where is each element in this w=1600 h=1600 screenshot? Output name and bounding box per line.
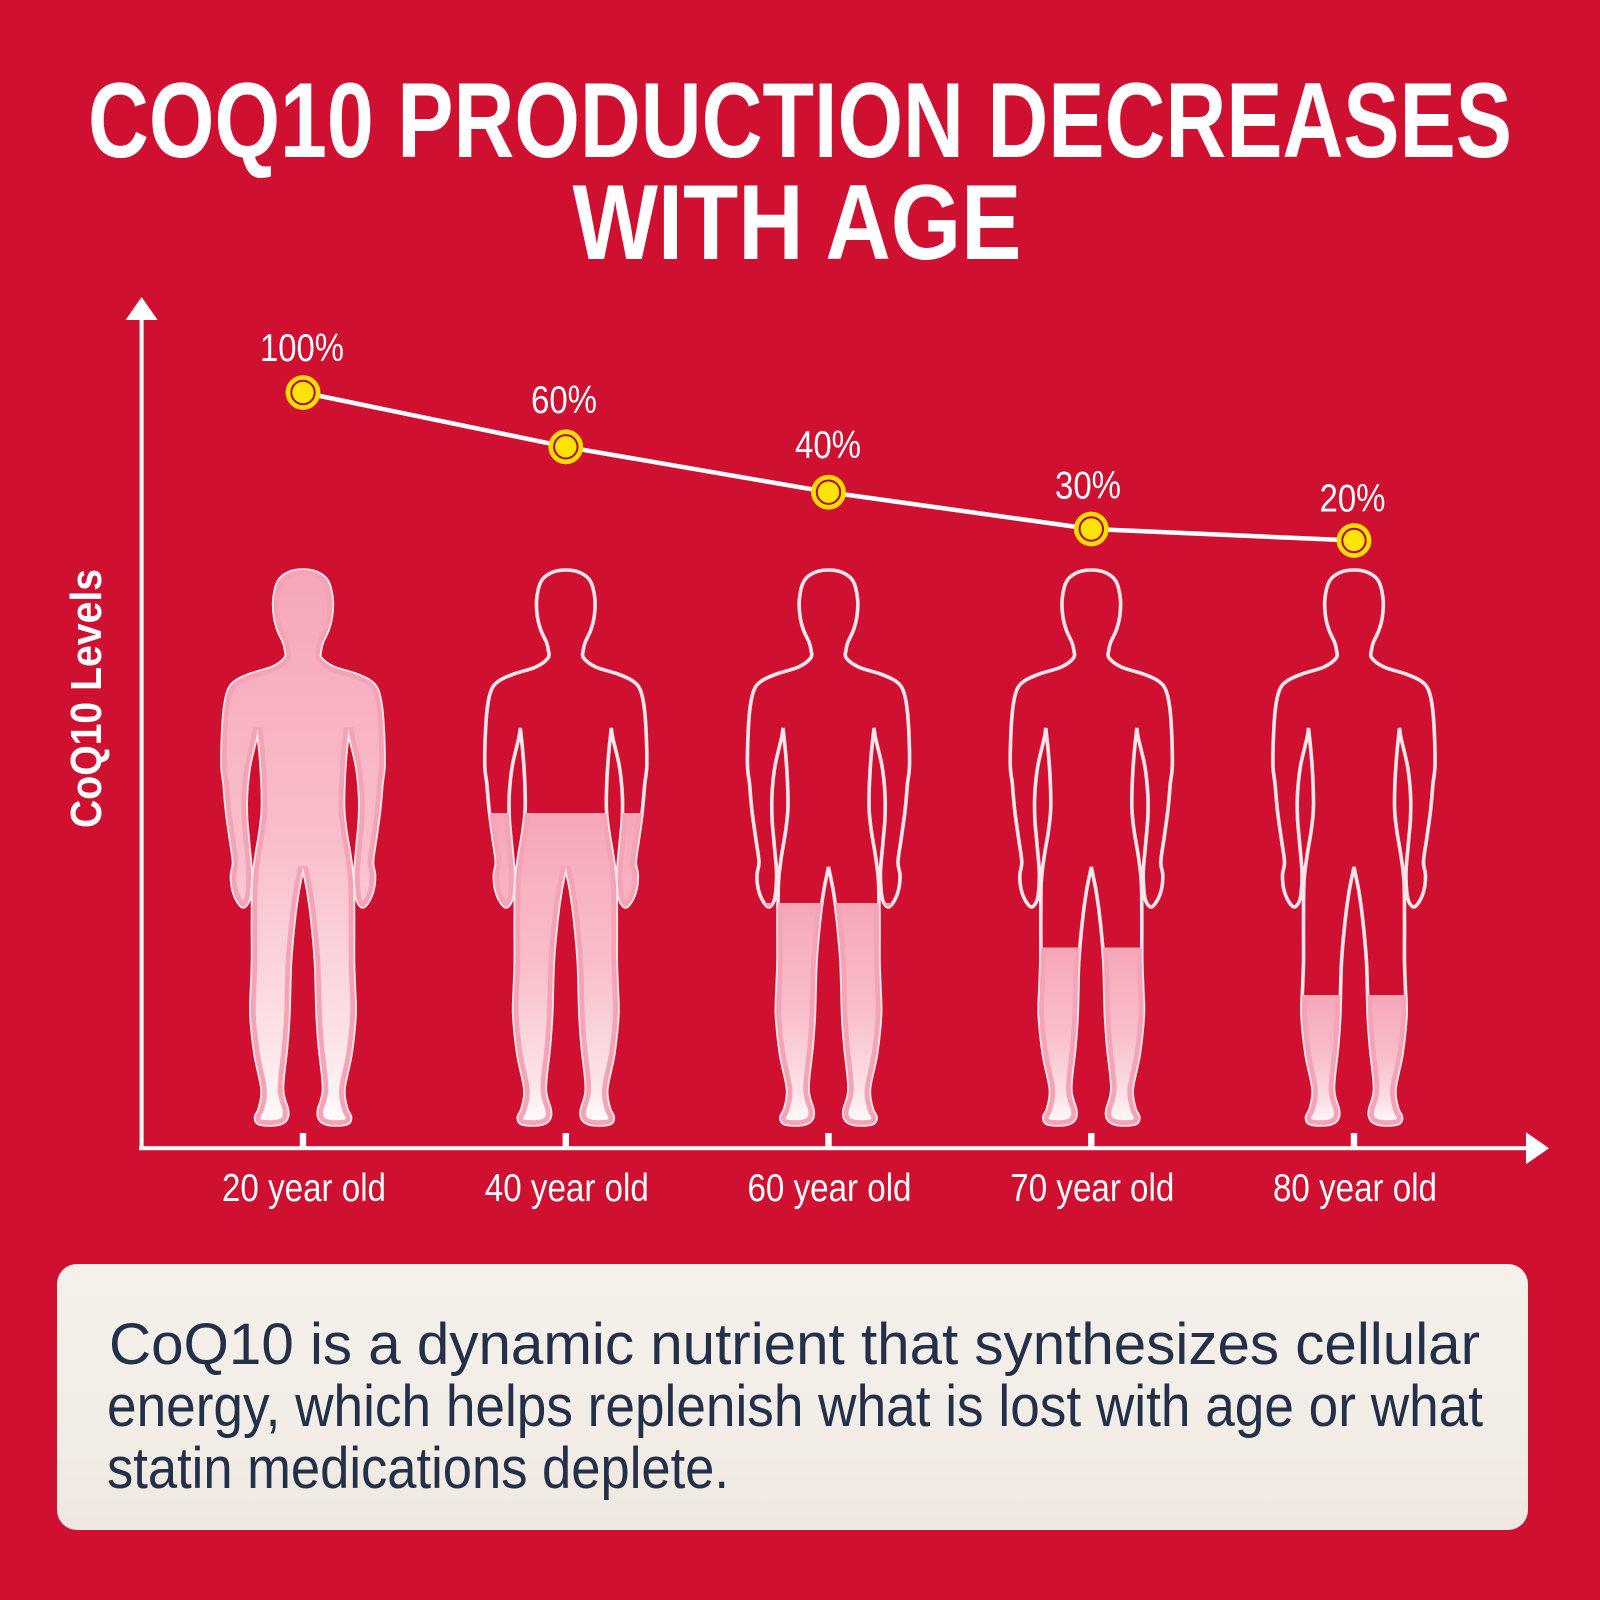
svg-text:40 year old: 40 year old [485,1167,649,1210]
svg-text:COQ10 PRODUCTION DECREASES: COQ10 PRODUCTION DECREASES [88,60,1512,180]
svg-text:70 year old: 70 year old [1010,1167,1174,1210]
svg-text:WITH AGE: WITH AGE [573,162,1022,282]
svg-text:statin medications deplete.: statin medications deplete. [107,1436,729,1501]
svg-text:20%: 20% [1320,478,1386,521]
svg-text:CoQ10 is a dynamic nutrient th: CoQ10 is a dynamic nutrient that synthes… [109,1312,1480,1377]
svg-text:40%: 40% [795,424,861,467]
svg-text:30%: 30% [1055,465,1121,508]
svg-text:energy, which helps replenish: energy, which helps replenish what is lo… [107,1374,1483,1439]
svg-text:CoQ10 Levels: CoQ10 Levels [62,569,111,828]
svg-text:100%: 100% [260,327,344,370]
svg-text:80 year old: 80 year old [1273,1167,1437,1210]
svg-text:60 year old: 60 year old [748,1167,912,1210]
svg-text:20 year old: 20 year old [222,1167,386,1210]
svg-text:60%: 60% [531,379,597,422]
